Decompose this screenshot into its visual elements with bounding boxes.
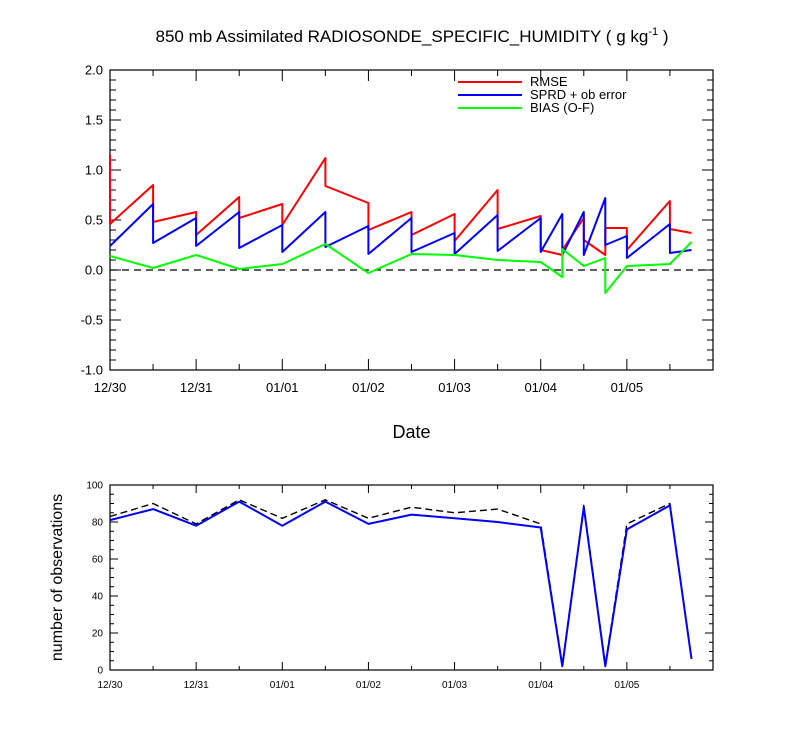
series-line-used	[109, 500, 693, 668]
x-tick-label: 01/01	[270, 680, 295, 691]
x-tick-label: 01/03	[438, 380, 471, 395]
x-tick-label: 01/05	[614, 680, 639, 691]
series-line-sprd-ob-error	[109, 197, 692, 259]
y-axis-label: number of observations	[49, 494, 66, 661]
y-tick-label: 100	[86, 481, 103, 492]
y-tick-label: -1.0	[81, 363, 103, 378]
y-tick-label: 0.5	[85, 213, 103, 228]
y-tick-label: 60	[92, 555, 104, 566]
x-tick-label: 01/04	[524, 380, 557, 395]
y-tick-label: 1.5	[85, 113, 103, 128]
x-axis-label: Date	[392, 422, 430, 442]
legend-label: SPRD + ob error	[530, 87, 627, 102]
y-tick-label: -0.5	[81, 313, 103, 328]
y-tick-label: 40	[92, 592, 104, 603]
y-tick-label: 1.0	[85, 163, 103, 178]
x-tick-label: 01/05	[611, 380, 644, 395]
y-tick-label: 0.0	[85, 263, 103, 278]
x-tick-label: 01/01	[266, 380, 299, 395]
y-tick-label: 20	[92, 629, 104, 640]
x-tick-label: 01/02	[352, 380, 385, 395]
plot-frame	[109, 484, 714, 671]
x-tick-label: 01/02	[356, 680, 381, 691]
y-tick-label: 0	[97, 666, 103, 677]
chart-title-end: )	[658, 27, 668, 46]
x-tick-label: 01/04	[528, 680, 553, 691]
series-line-bias-o-f	[109, 241, 693, 294]
x-tick-label: 01/03	[442, 680, 467, 691]
rmse-panel: 12/30 12/31 01/01 01/02 01/03 01/04 01/05 -1.0 -…	[81, 63, 714, 442]
chart-title-text: 850 mb Assimilated RADIOSONDE_SPECIFIC_H…	[156, 27, 649, 46]
observations-panel: 12/30 12/31 01/01 01/02 01/03 01/04 01/05 0 20 40…	[49, 481, 714, 691]
chart-title: 850 mb Assimilated RADIOSONDE_SPECIFIC_H…	[156, 26, 669, 46]
x-tick-label: 12/31	[180, 380, 213, 395]
legend-label: RMSE	[530, 74, 568, 89]
x-tick-label: 12/30	[97, 680, 122, 691]
x-tick-label: 12/30	[94, 380, 127, 395]
legend-label: BIAS (O-F)	[530, 100, 594, 115]
x-tick-label: 12/31	[184, 680, 209, 691]
y-tick-label: 80	[92, 518, 104, 529]
chart-title-superscript: -1	[648, 26, 658, 38]
y-tick-label: 2.0	[85, 63, 103, 78]
series-line-rmse	[109, 155, 692, 256]
